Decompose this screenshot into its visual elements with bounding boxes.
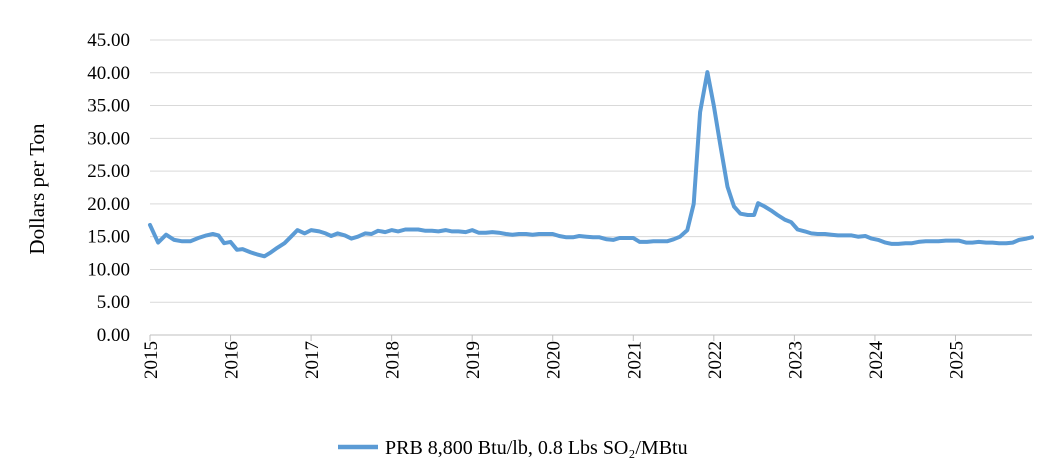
y-tick-label: 10.00 bbox=[87, 259, 130, 280]
y-tick-label: 0.00 bbox=[97, 325, 130, 346]
y-tick-label: 15.00 bbox=[87, 227, 130, 248]
y-tick-labels: 0.00 5.00 10.00 15.00 20.00 25.00 30.00 35.00 40… bbox=[87, 30, 130, 346]
y-tick-label: 25.00 bbox=[87, 161, 130, 182]
series-line bbox=[148, 70, 1034, 259]
x-tick-label: 2016 bbox=[222, 341, 243, 379]
y-tick-label: 30.00 bbox=[87, 128, 130, 149]
y-tick-label: 45.00 bbox=[87, 30, 130, 51]
y-axis-title: Dollars per Ton bbox=[25, 123, 49, 255]
x-tick-label: 2021 bbox=[624, 341, 645, 379]
series-layer bbox=[148, 70, 1034, 259]
y-tick-label: 5.00 bbox=[97, 292, 130, 313]
x-tick-label: 2017 bbox=[302, 341, 323, 379]
y-tick-label: 20.00 bbox=[87, 194, 130, 215]
x-tick-label: 2023 bbox=[785, 341, 806, 379]
x-tick-labels: 2015 2016 2017 2018 2019 2020 2021 2022 2023 2024… bbox=[141, 341, 967, 380]
x-tick-label: 2025 bbox=[946, 341, 967, 379]
gridlines bbox=[150, 39, 1032, 303]
x-tick-label: 2019 bbox=[463, 341, 484, 379]
legend: PRB 8,800 Btu/lb, 0.8 Lbs SO₂/MBtu bbox=[338, 437, 688, 459]
x-tick-label: 2022 bbox=[705, 341, 726, 379]
x-tick-label: 2015 bbox=[141, 341, 162, 379]
y-tick-label: 35.00 bbox=[87, 96, 130, 117]
x-tick-label: 2018 bbox=[383, 341, 404, 379]
x-tick-label: 2024 bbox=[866, 341, 887, 380]
y-tick-label: 40.00 bbox=[87, 63, 130, 84]
x-tick-label: 2020 bbox=[544, 341, 565, 379]
legend-label: PRB 8,800 Btu/lb, 0.8 Lbs SO₂/MBtu bbox=[385, 437, 688, 459]
x-axis bbox=[149, 334, 1032, 341]
